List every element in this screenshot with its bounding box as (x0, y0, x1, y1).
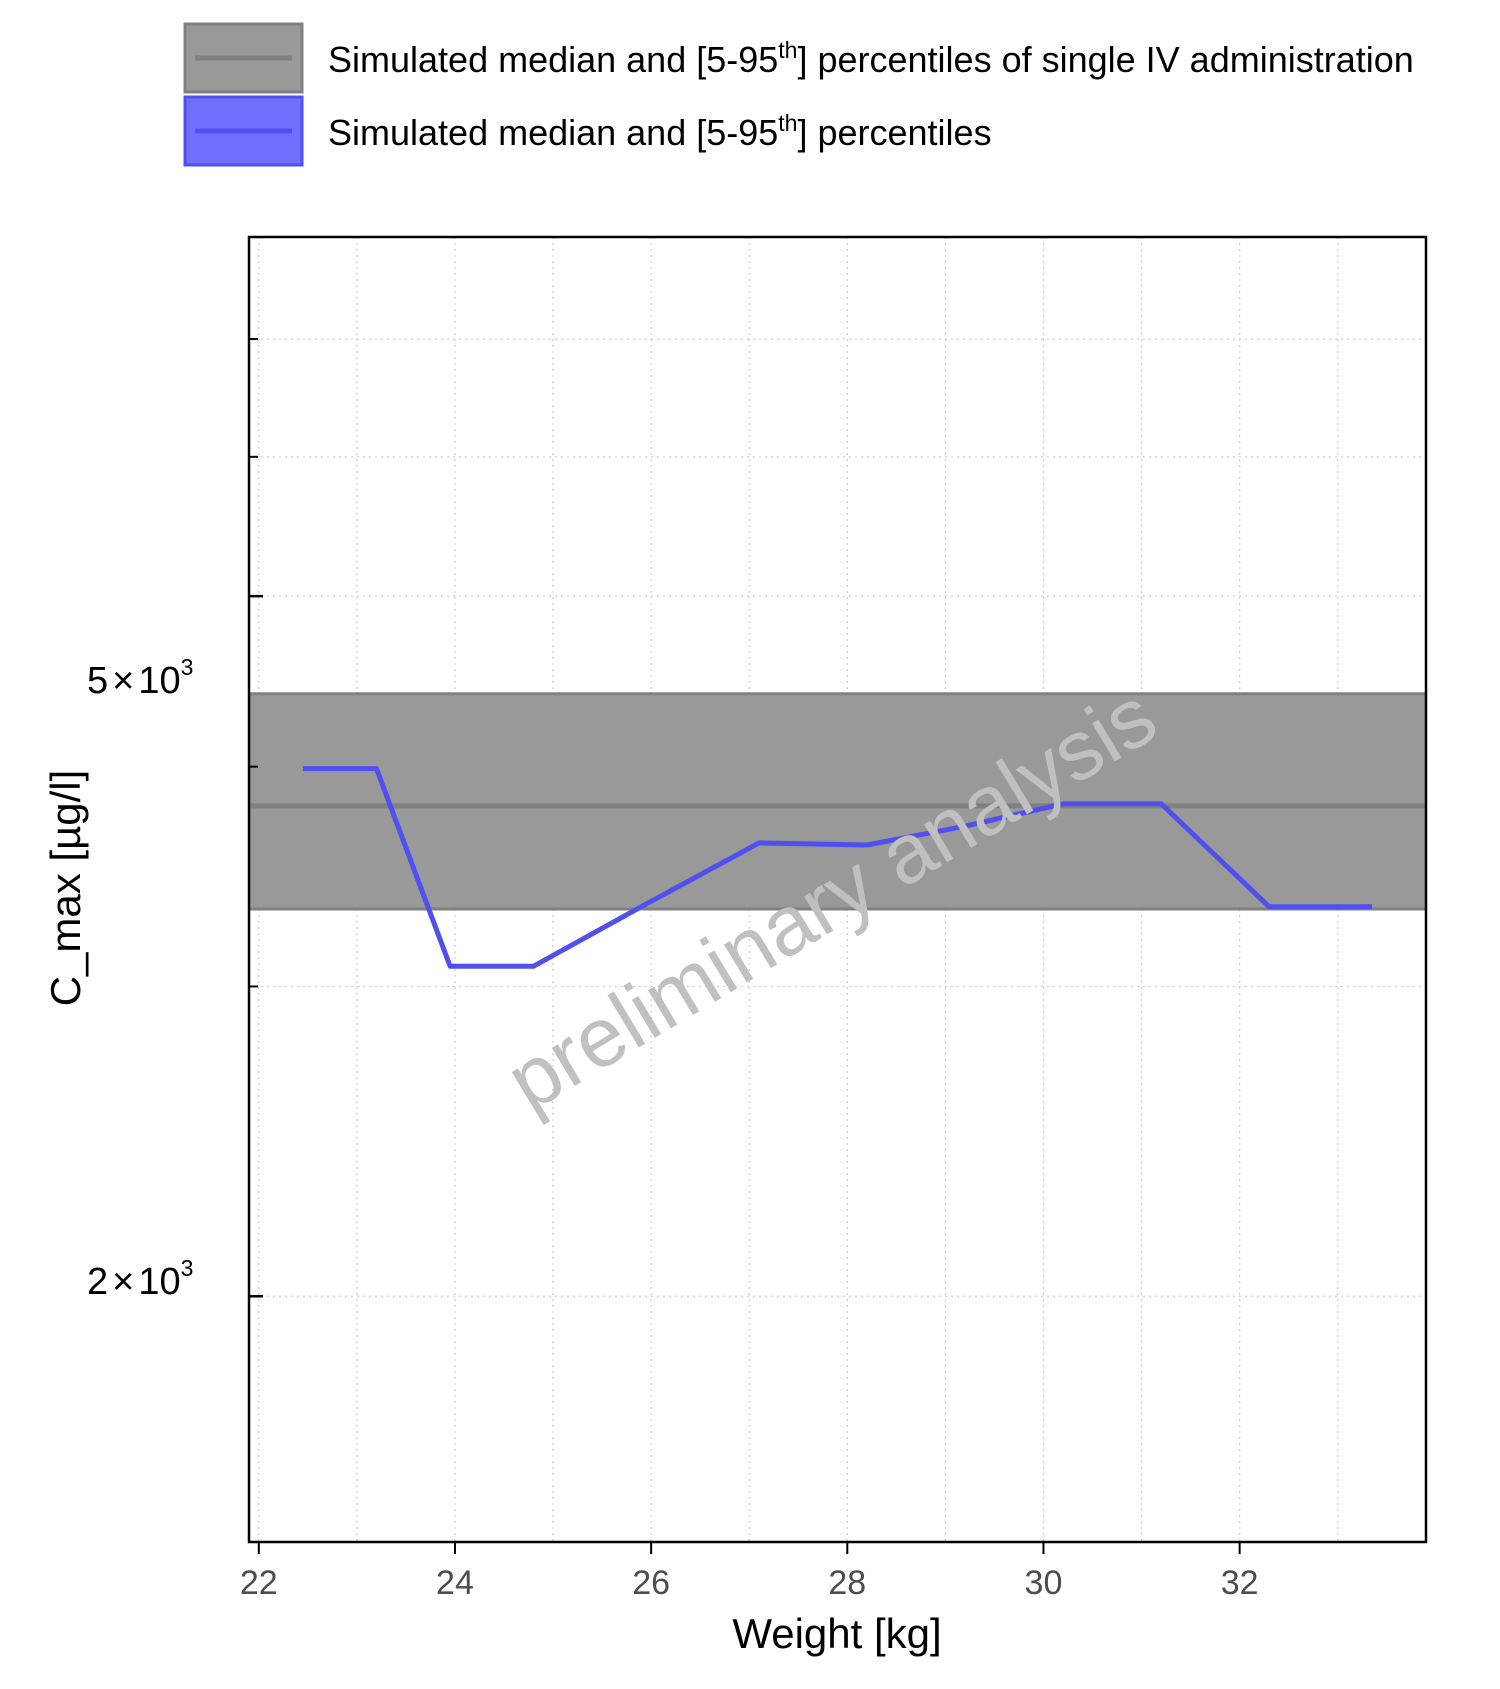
legend-item-iv: Simulated median and [5-95th] percentile… (183, 22, 1414, 94)
band-iv-fill (249, 693, 1426, 910)
band-layer (249, 692, 1426, 911)
legend-label-iv: Simulated median and [5-95th] percentile… (328, 37, 1414, 80)
x-tick-label-30: 30 (1025, 1564, 1063, 1602)
y-axis-title: C_max [µg/l] (42, 770, 89, 1007)
legend: Simulated median and [5-95th] percentile… (183, 22, 1414, 167)
series-line-simulated (302, 766, 1373, 969)
x-tick-label-32: 32 (1221, 1564, 1259, 1602)
legend-label-simulated: Simulated median and [5-95th] percentile… (328, 110, 992, 153)
x-tick-label-24: 24 (436, 1564, 474, 1602)
y-tick-label-5000: 5 × 103 (87, 654, 193, 702)
x-tick-label-22: 22 (240, 1564, 278, 1602)
x-axis: 22 24 26 28 30 32 (240, 1542, 1259, 1602)
svg-text:2×103: 2 × 103 (87, 1255, 193, 1303)
x-tick-label-26: 26 (632, 1564, 670, 1602)
y-tick-label-2000: 2 × 103 (87, 1255, 193, 1303)
x-tick-label-28: 28 (828, 1564, 866, 1602)
plot-border (247, 235, 1428, 1544)
y-axis: 2 × 103 5 × 103 (87, 338, 263, 1303)
legend-item-simulated: Simulated median and [5-95th] percentile… (183, 95, 992, 167)
svg-text:5×103: 5 × 103 (87, 654, 193, 702)
line-layer (302, 766, 1373, 969)
x-axis-title: Weight [kg] (732, 1610, 941, 1657)
